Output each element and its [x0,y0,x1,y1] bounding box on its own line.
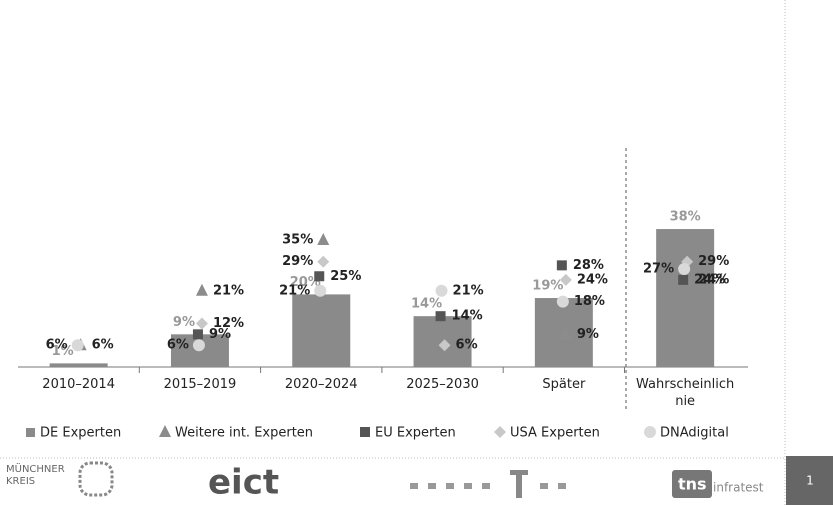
marker-circle [644,426,656,438]
marker-circle [192,339,205,352]
page-number: 1 [806,474,814,488]
marker-value-label: 6% [167,338,189,353]
marker-value-label: 35% [282,232,313,247]
marker-triangle [317,232,330,245]
marker-value-label: 14% [452,309,483,324]
bar-value-label: 9% [173,315,195,330]
marker-square [314,271,325,282]
marker-diamond [494,426,506,438]
marker-value-label: 18% [574,294,605,309]
bar-value-label: 14% [411,297,442,312]
legend-swatch [26,428,35,437]
marker-value-label: 27% [643,261,674,276]
marker-square [556,260,567,271]
marker-circle [556,295,569,308]
marker-square [435,311,446,322]
marker-square [678,274,689,285]
marker-value-label: 28% [573,258,604,273]
logo-tns-box [672,470,712,498]
marker-square [360,427,370,437]
marker-value-label: 24% [698,272,729,287]
bar-value-label: 1% [52,344,74,359]
marker-diamond [195,317,208,330]
marker-circle [71,339,84,352]
page-number-box [786,456,833,505]
logo-infratest: infratest [713,481,764,495]
logo-text: KREIS [6,476,35,487]
bar [292,294,351,367]
bar-value-label: 20% [290,275,321,290]
marker-value-label: 9% [577,327,599,342]
marker-circle [314,284,327,297]
x-tick-label: 2010–2014 [42,377,115,392]
logo-mark [78,461,114,497]
logo-text: MÜNCHNER [6,462,65,475]
logo-muenchner: MÜNCHNER KREIS [6,461,114,497]
marker-value-label: 6% [92,338,114,353]
legend-label: DE Experten [40,426,121,441]
marker-value-label: 21% [213,283,244,298]
marker-square [192,329,203,340]
x-tick-label: Wahrscheinlich nie [636,377,735,409]
marker-diamond [317,255,330,268]
marker-circle [435,284,448,297]
marker-value-label: 9% [209,327,231,342]
marker-triangle [195,283,208,296]
logo-tns: tns [678,475,707,494]
bar [656,229,715,367]
marker-value-label: 12% [213,316,244,331]
logo-eict: eict [208,463,279,503]
marker-value-label: 21% [453,283,484,298]
marker-value-label: 24% [577,272,608,287]
marker-value-label: 6% [46,338,68,353]
legend-label: Weitere int. Experten [175,426,313,441]
bar-value-label: 19% [532,279,563,294]
logo-telekom [410,470,566,498]
legend-label: DNAdigital [660,426,729,441]
marker-circle [678,262,691,275]
bar-value-label: 38% [670,210,701,225]
marker-value-label: 6% [456,338,478,353]
marker-triangle [559,327,572,340]
legend-label: EU Experten [375,426,456,441]
marker-diamond [559,273,572,286]
marker-value-label: 29% [698,254,729,269]
marker-value-label: 24% [694,272,725,287]
x-tick-label: 2025–2030 [406,377,479,392]
bar [49,363,108,367]
marker-value-label: 29% [282,254,313,269]
x-tick-label: 2020–2024 [284,377,358,392]
legend-label: USA Experten [510,426,600,441]
marker-value-label: 21% [279,283,310,298]
marker-value-label: 25% [330,269,361,284]
marker-triangle [159,425,171,437]
marker-diamond [438,339,451,352]
x-tick-label: Später [542,377,586,392]
x-tick-label: 2015–2019 [163,377,237,392]
